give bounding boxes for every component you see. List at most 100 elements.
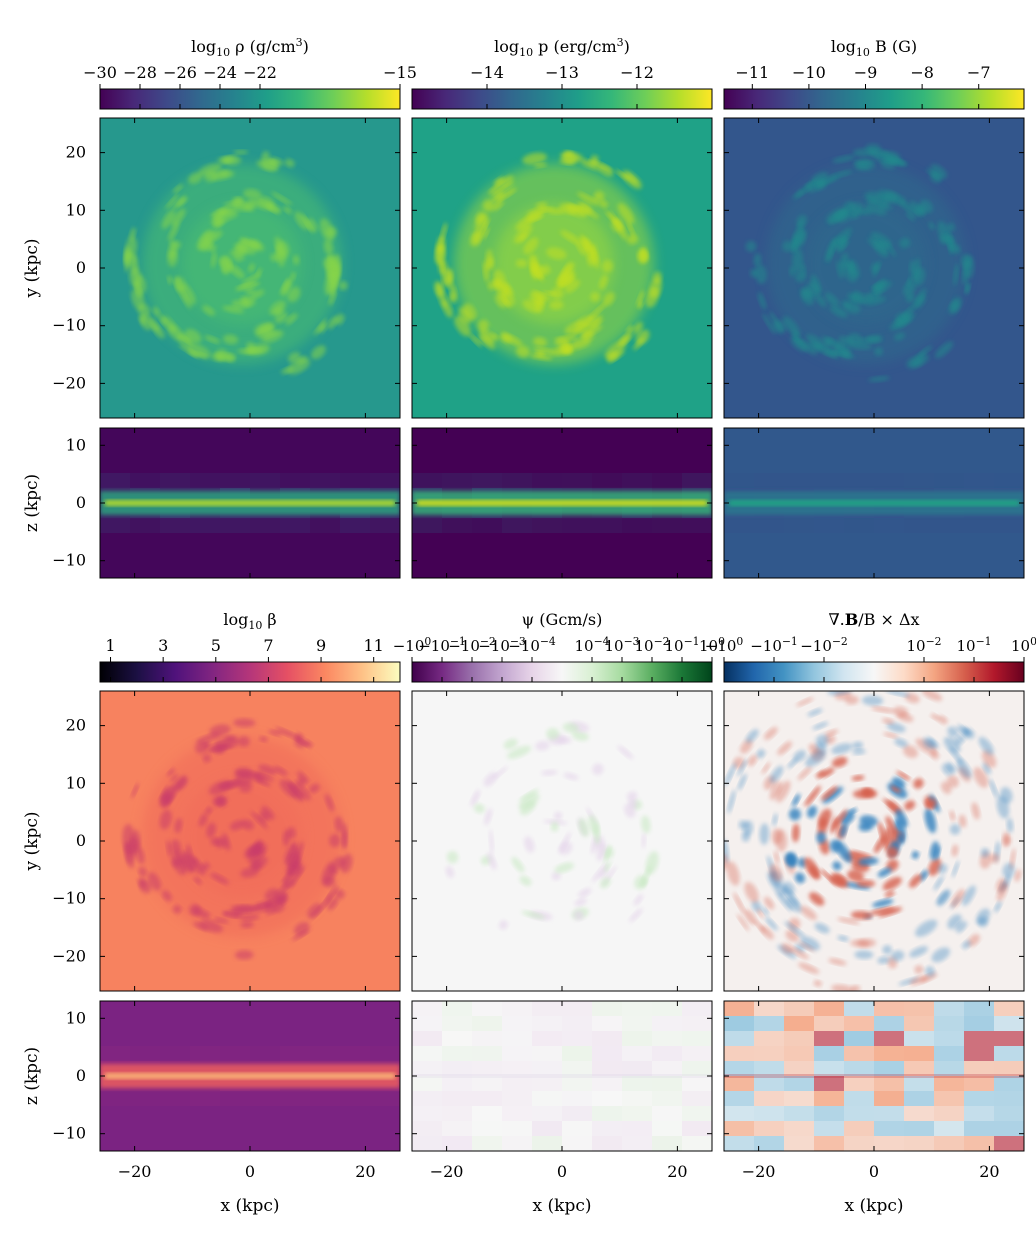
spiral-arm-blob [578, 887, 592, 898]
spiral-arm-blob [445, 866, 455, 878]
spiral-arm-blob [960, 254, 972, 268]
spiral-arm-blob [727, 789, 736, 814]
axes-magnetic_field [724, 118, 1024, 578]
amr-cell [502, 1046, 532, 1061]
spiral-arm-blob [519, 232, 528, 243]
amr-cell [190, 1091, 220, 1106]
spiral-arm-blob [250, 811, 268, 830]
spiral-arm-blob [240, 914, 260, 921]
amr-cell [412, 1046, 442, 1061]
amr-cell [532, 1106, 562, 1121]
spiral-arm-blob [498, 920, 508, 930]
y-axis-label-edge: z (kpc) [22, 474, 42, 532]
face-on-panel-plasma_beta [99, 690, 401, 992]
spiral-arm-blob [214, 745, 226, 755]
amr-cell [250, 1091, 280, 1106]
amr-cell [844, 1136, 874, 1151]
spiral-arm-blob [559, 841, 573, 855]
spiral-arm-blob [816, 770, 826, 779]
spiral-arm-blob [475, 211, 486, 224]
y-axis-label-face: y (kpc) [22, 239, 42, 299]
amr-cell [844, 1031, 874, 1046]
spiral-arm-blob [854, 950, 874, 960]
spiral-arm-blob [546, 728, 560, 740]
spiral-arm-blob [299, 785, 311, 801]
spiral-arm-blob [259, 736, 268, 742]
spiral-arm-blob [789, 947, 809, 960]
amr-cell [442, 1046, 472, 1061]
spiral-arm-blob [573, 910, 584, 921]
amr-cell [964, 1046, 994, 1061]
spiral-arm-blob [214, 917, 229, 924]
amr-cell [874, 1046, 904, 1061]
spiral-arm-blob [234, 773, 254, 785]
spiral-arm-blob [872, 279, 887, 290]
spiral-arm-blob [759, 823, 770, 845]
spiral-arm-blob [871, 706, 896, 713]
amr-cell [130, 1046, 160, 1061]
amr-cell [622, 473, 652, 488]
spiral-arm-blob [494, 176, 505, 185]
spiral-arm-blob [837, 917, 860, 925]
amr-cell [622, 518, 652, 533]
colorbar-tick-label: 10−1 [956, 635, 991, 655]
spiral-arm-blob [753, 253, 762, 267]
amr-cell [652, 1046, 682, 1061]
amr-cell [784, 1001, 814, 1016]
spiral-arm-blob [937, 863, 948, 874]
colorbar-label: log10 B (G) [831, 37, 917, 59]
amr-cell [904, 1106, 934, 1121]
amr-cell [904, 473, 934, 488]
spiral-arm-blob [589, 318, 603, 329]
spiral-arm-blob [745, 240, 757, 252]
amr-cell [100, 473, 130, 488]
amr-cell [160, 1091, 190, 1106]
spiral-arm-blob [253, 903, 270, 910]
amr-cell [814, 1106, 844, 1121]
spiral-arm-blob [856, 879, 876, 888]
spiral-arm-blob [919, 345, 933, 356]
spiral-arm-blob [915, 919, 938, 937]
amr-cell [370, 518, 400, 533]
spiral-arm-blob [248, 848, 265, 863]
amr-cell [874, 518, 904, 533]
amr-cell [472, 1121, 502, 1136]
spiral-arm-blob [925, 798, 937, 809]
spiral-arm-blob [515, 216, 534, 231]
spiral-arm-blob [214, 210, 239, 222]
spiral-arm-blob [596, 842, 607, 862]
spiral-arm-blob [233, 242, 247, 252]
spiral-arm-blob [240, 921, 254, 929]
amr-cell [994, 1046, 1024, 1061]
spiral-arm-blob [947, 726, 959, 738]
spiral-arm-blob [830, 170, 853, 179]
spiral-arm-blob [861, 695, 884, 706]
amr-cell [844, 1121, 874, 1136]
spiral-arm-blob [774, 850, 780, 864]
amr-cell [130, 473, 160, 488]
amr-cell [754, 1046, 784, 1061]
amr-cell [844, 1016, 874, 1031]
amr-cell [622, 1046, 652, 1061]
spiral-arm-blob [636, 290, 645, 307]
spiral-arm-blob [171, 208, 186, 227]
x-tick-label: −20 [742, 1162, 776, 1181]
spiral-arm-blob [876, 189, 899, 203]
spiral-arm-blob [816, 831, 827, 844]
amr-cell [652, 518, 682, 533]
amr-cell [814, 1046, 844, 1061]
face-on-panel-psi [411, 690, 713, 992]
spiral-arm-blob [761, 907, 769, 916]
spiral-arm-blob [909, 201, 925, 216]
amr-cell [592, 1076, 622, 1091]
spiral-arm-blob [931, 947, 950, 963]
spiral-arm-blob [211, 251, 217, 268]
spiral-arm-blob [882, 876, 902, 891]
amr-cell [442, 1016, 472, 1031]
edge-on-panel-divB [723, 1000, 1025, 1152]
spiral-arm-blob [836, 260, 844, 279]
amr-cell [562, 1031, 592, 1046]
spiral-arm-blob [996, 882, 1008, 902]
spiral-arm-blob [258, 811, 270, 823]
spiral-arm-blob [895, 809, 908, 828]
